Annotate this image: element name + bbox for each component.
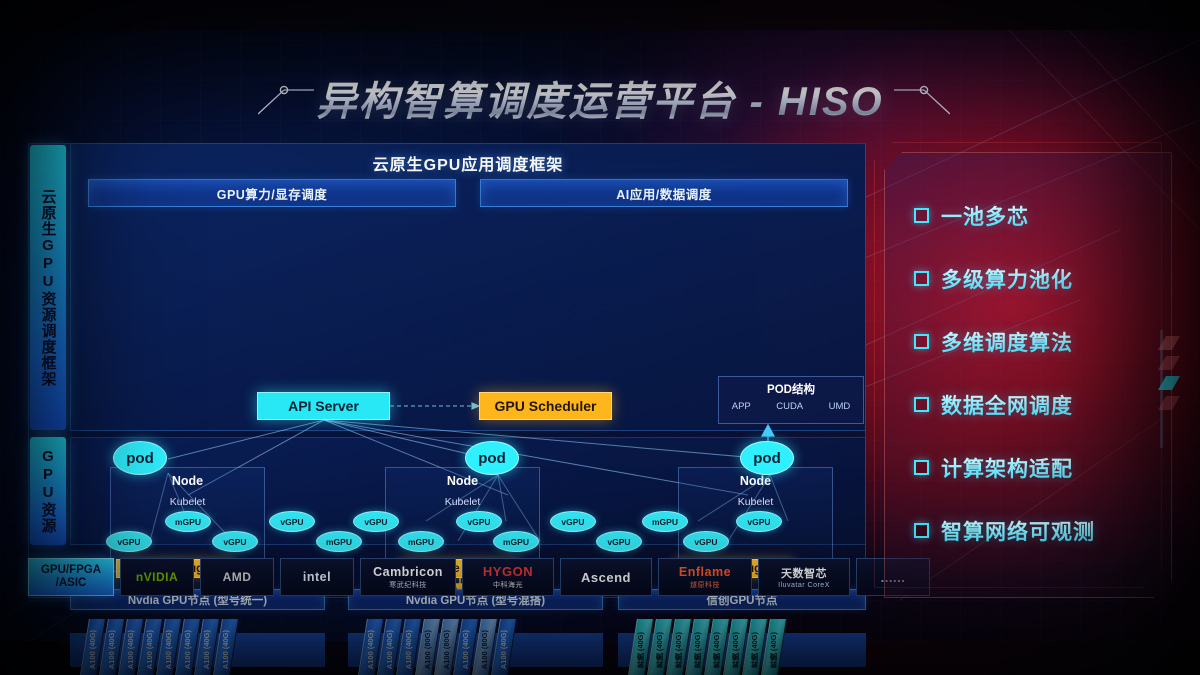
feature-label: 多维调度算法 — [941, 327, 1073, 357]
gpu-chip[interactable]: mGPU — [398, 531, 444, 552]
title-left-deco-icon — [258, 68, 318, 128]
gpu-chip[interactable]: vGPU — [353, 511, 399, 532]
node-label: Node — [739, 474, 772, 488]
vendor-logo--[interactable]: ...... — [856, 558, 930, 596]
right-edge-deco-icon — [1158, 330, 1180, 448]
gpu-chip[interactable]: vGPU — [106, 531, 152, 552]
gpu-card-rack-3: 昇腾 (40G) 昇腾 (40G) 昇腾 (40G) 昇腾 (40G) 昇腾 (40G)… — [618, 619, 866, 675]
slide-title-block: 异构智算调度运营平台 - HISO — [0, 68, 1200, 128]
vendor-name: Enflame — [678, 564, 732, 579]
pod-badge-2[interactable]: pod — [465, 441, 519, 475]
feature-item-4[interactable]: 数据全网调度 — [914, 373, 1164, 436]
gpu-scheduler-box[interactable]: GPU Scheduler — [479, 392, 612, 420]
sidebar-label-framework: 云原生GPU资源调度框架 — [30, 145, 66, 430]
vendor-name: HYGON — [482, 564, 534, 579]
vendor-subname: 寒武纪科技 — [389, 581, 427, 589]
checkbox-square-icon — [914, 523, 929, 538]
pod-structure-layers: APP CUDA UMD — [719, 401, 863, 412]
vendor-name: AMD — [222, 570, 252, 584]
gpu-chip[interactable]: vGPU — [550, 511, 596, 532]
checkbox-square-icon — [914, 460, 929, 475]
kubelet-label: Kubelet — [444, 496, 481, 508]
feature-panel-accent-border — [874, 142, 1162, 588]
vendor-logo-row: GPU/FPGA /ASIC nVIDIA AMD intel Cambricon 寒武… — [28, 558, 930, 596]
pod-structure-box: POD结构 APP CUDA UMD — [718, 376, 864, 424]
vendor-logo-ascend[interactable]: Ascend — [560, 558, 652, 596]
bar-gpu-compute-memory[interactable]: GPU算力/显存调度 — [88, 179, 456, 207]
vendor-logo-enflame[interactable]: Enflame 燧原科技 — [658, 558, 752, 596]
pod-structure-title: POD结构 — [767, 384, 815, 396]
pod-badge-3[interactable]: pod — [740, 441, 794, 475]
vendor-logo-amd[interactable]: AMD — [200, 558, 274, 596]
vendor-logo--[interactable]: 天数智芯 Iluvatar CoreX — [758, 558, 850, 596]
kubelet-label: Kubelet — [169, 496, 206, 508]
feature-panel: 一池多芯多级算力池化 多维调度算法 数据全网调度 计算架构适配 智算网络可观测 — [884, 152, 1172, 598]
checkbox-square-icon — [914, 271, 929, 286]
checkbox-square-icon — [914, 334, 929, 349]
vendor-subname: 中科海光 — [493, 582, 523, 589]
gpu-chip[interactable]: vGPU — [269, 511, 315, 532]
gpu-chip[interactable]: vGPU — [683, 531, 729, 552]
gpu-card-rack-2: A100 (40G) A100 (40G) A100 (40G) A100 (80G)… — [348, 619, 603, 675]
vendor-logo-hygon[interactable]: HYGON 中科海光 — [462, 558, 554, 596]
feature-label: 数据全网调度 — [941, 390, 1073, 420]
feature-item-6[interactable]: 智算网络可观测 — [914, 499, 1164, 562]
vendor-subname: Iluvatar CoreX — [778, 582, 830, 589]
feature-label: 一池多芯 — [941, 201, 1029, 231]
checkbox-square-icon — [914, 208, 929, 223]
api-server-box[interactable]: API Server — [257, 392, 390, 420]
feature-item-2[interactable]: 多级算力池化 — [914, 247, 1164, 310]
pod-layer-umd: UMD — [828, 401, 851, 412]
feature-item-1[interactable]: 一池多芯 — [914, 184, 1164, 247]
sidebar-label-gpu-resource: GPU资源 — [30, 437, 66, 545]
vendor-subname: 燧原科技 — [690, 581, 720, 589]
node-label: Node — [171, 474, 204, 488]
gpu-card-rack-1: A100 (40G) A100 (40G) A100 (40G) A100 (40G)… — [70, 619, 325, 675]
feature-label: 多级算力池化 — [941, 264, 1073, 294]
kubelet-label: Kubelet — [737, 496, 774, 508]
vendor-logo-intel[interactable]: intel — [280, 558, 354, 596]
top-letterbox — [0, 0, 1200, 30]
gpu-chip[interactable]: mGPU — [316, 531, 362, 552]
pod-layer-cuda: CUDA — [776, 401, 804, 412]
vendor-name: intel — [302, 570, 332, 584]
gpu-chip[interactable]: vGPU — [736, 511, 782, 532]
vendor-name: Cambricon — [373, 564, 443, 579]
vendor-name: nVIDIA — [135, 570, 179, 584]
vendor-logo-nvidia[interactable]: nVIDIA — [120, 558, 194, 596]
pod-badge-1[interactable]: pod — [113, 441, 167, 475]
gpu-chip[interactable]: mGPU — [642, 511, 688, 532]
vendor-name: ...... — [881, 570, 906, 585]
vendor-category-label: GPU/FPGA /ASIC — [28, 558, 114, 596]
framework-top-bars: GPU算力/显存调度 AI应用/数据调度 — [88, 179, 848, 207]
feature-label: 智算网络可观测 — [941, 516, 1095, 546]
feature-item-3[interactable]: 多维调度算法 — [914, 310, 1164, 373]
vendor-logo-cambricon[interactable]: Cambricon 寒武纪科技 — [360, 558, 456, 596]
title-right-deco-icon — [890, 68, 950, 128]
vendor-category-line1: GPU/FPGA — [40, 564, 102, 576]
page-title: 异构智算调度运营平台 - HISO — [316, 69, 883, 127]
bar-ai-app-data[interactable]: AI应用/数据调度 — [480, 179, 848, 207]
gpu-chip[interactable]: vGPU — [212, 531, 258, 552]
feature-panel-frame — [884, 152, 1172, 598]
checkbox-square-icon — [914, 397, 929, 412]
vendor-name: Ascend — [581, 569, 631, 585]
vendor-category-line2: /ASIC — [55, 577, 87, 589]
vendor-name: 天数智芯 — [781, 568, 827, 580]
gpu-chip[interactable]: mGPU — [165, 511, 211, 532]
feature-label: 计算架构适配 — [941, 453, 1073, 483]
feature-item-5[interactable]: 计算架构适配 — [914, 436, 1164, 499]
gpu-chip[interactable]: vGPU — [596, 531, 642, 552]
feature-list: 一池多芯多级算力池化 多维调度算法 数据全网调度 计算架构适配 智算网络可观测 — [914, 184, 1164, 562]
pod-layer-app: APP — [731, 401, 751, 412]
gpu-chip[interactable]: vGPU — [456, 511, 502, 532]
node-label: Node — [446, 474, 479, 488]
gpu-chip[interactable]: mGPU — [493, 531, 539, 552]
framework-section-title: 云原生GPU应用调度框架 — [372, 157, 564, 174]
